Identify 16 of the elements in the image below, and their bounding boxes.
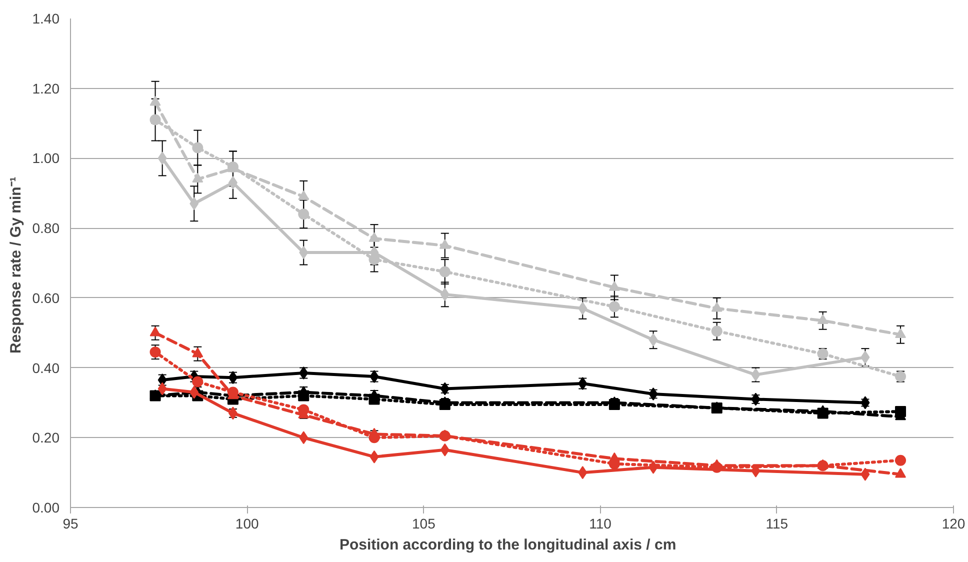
x-axis-title: Position according to the longitudinal axis / cm (339, 536, 676, 554)
x-tick-label: 120 (942, 516, 966, 532)
y-tick-label: 0.80 (32, 220, 60, 236)
x-tick-label: 95 (62, 516, 78, 532)
x-tick-label: 115 (766, 516, 788, 532)
y-axis-title: Response rate / Gy min⁻¹ (7, 176, 24, 354)
y-tick-label: 1.00 (32, 150, 60, 166)
y-tick-label: 0.20 (32, 430, 60, 446)
y-tick-label: 0.00 (32, 500, 60, 516)
x-tick-label: 100 (235, 516, 259, 532)
x-tick-label: 105 (412, 516, 436, 532)
y-tick-label: 0.40 (32, 360, 60, 376)
y-tick-label: 1.20 (32, 80, 60, 96)
y-tick-label: 1.40 (32, 10, 60, 26)
x-tick-label: 110 (589, 516, 612, 532)
y-tick-label: 0.60 (32, 290, 60, 306)
